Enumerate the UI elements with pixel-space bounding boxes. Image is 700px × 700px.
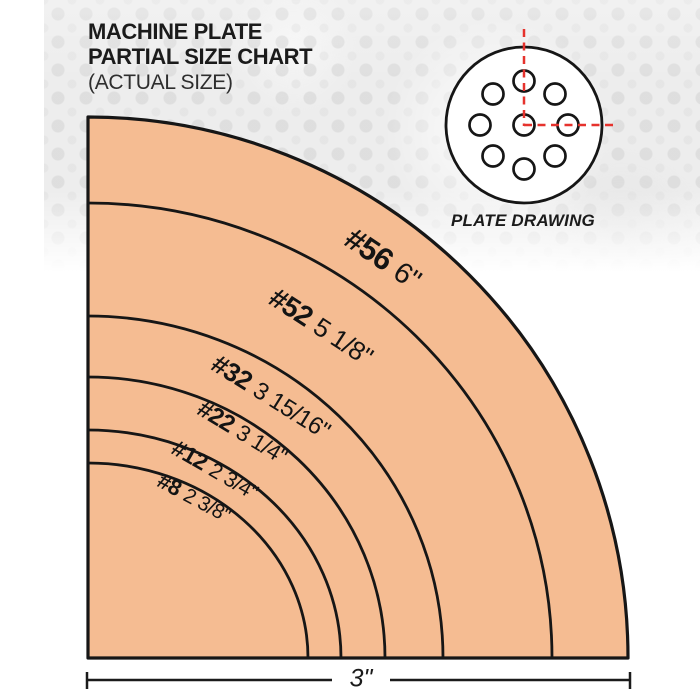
plate-hole	[543, 144, 567, 168]
plate-hole	[481, 82, 505, 106]
plate-drawing-caption: PLATE DRAWING	[451, 211, 595, 230]
title-line-3: (ACTUAL SIZE)	[88, 70, 233, 94]
ring-arc-12	[87, 428, 343, 659]
title-line-2: PARTIAL SIZE CHART	[88, 43, 313, 69]
ring-arc-22	[87, 375, 387, 659]
crosshair-icon	[522, 29, 616, 127]
ring-arc-52	[87, 201, 554, 659]
plate-hole	[481, 144, 505, 168]
plate-drawing	[444, 29, 616, 205]
ring-arc-32	[87, 314, 445, 659]
ring-arc-8	[87, 461, 310, 659]
ring-arc-56-outline	[86, 115, 630, 660]
dimension-label: 3"	[349, 664, 373, 693]
plate-holes	[468, 69, 580, 181]
plate-hole	[543, 82, 567, 106]
title-line-1: MACHINE PLATE	[88, 19, 263, 44]
plate-hole	[468, 113, 492, 137]
chart-title: MACHINE PLATE PARTIAL SIZE CHART (ACTUAL…	[88, 19, 313, 94]
dimension-line-3in	[85, 672, 632, 689]
plate-hole	[512, 157, 536, 181]
